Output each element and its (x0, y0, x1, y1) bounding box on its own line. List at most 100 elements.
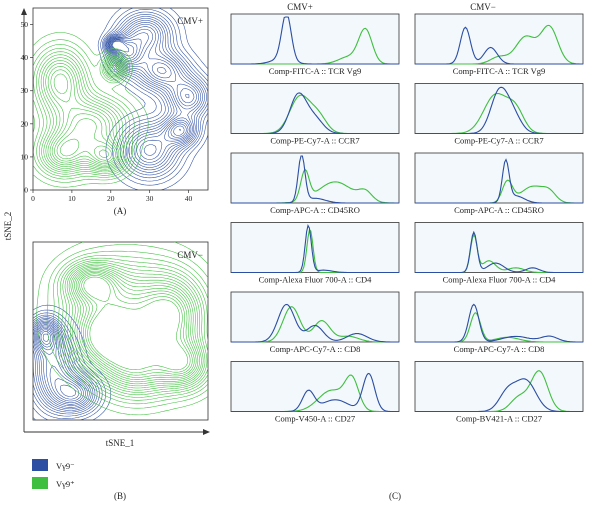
tsne-bottom-contour-vg9-pos-4 (59, 257, 208, 398)
tsne-top-contour-vg9-pos-0 (33, 32, 149, 188)
histogram-r2-cmv-pos-frame (230, 83, 400, 134)
tsne-plot-cmv-pos: CMV+ 01020304001020304050 (A) (21, 7, 209, 216)
tsne-bottom-contour-vg9-neg-9 (34, 323, 88, 407)
legend-swatch-vg9-neg (32, 459, 48, 471)
histogram-r3-cmv-neg-line-vg9-neg (415, 158, 583, 204)
histogram-r5-cmv-neg-line-vg9-neg (415, 303, 583, 343)
histogram-r4-cmv-neg-line-vg9-neg (415, 230, 583, 274)
tsne-bottom-contour-vg9-neg-6 (33, 319, 94, 411)
legend-swatch-vg9-pos (32, 477, 48, 489)
histogram-r3-cmv-pos-frame (230, 152, 400, 204)
tsne-bottom-contour-vg9-pos-5 (62, 260, 208, 396)
tsne-bottom-contour-vg9-pos-12 (75, 270, 197, 380)
tsne-x-tick-label: 40 (185, 194, 193, 203)
tsne-top-contour-vg9-pos-6 (40, 57, 125, 171)
tsne-top-contour-vg9-neg-15 (111, 40, 135, 57)
tsne-top-contour-vg9-pos-10 (50, 63, 119, 166)
histogram-r4-cmv-pos-label: Comp-Alexa Fluor 700-A :: CD4 (259, 275, 373, 285)
tsne-bottom-contour-vg9-neg-12 (37, 326, 82, 402)
tsne-bottom-group-label: CMV− (177, 250, 203, 260)
tsne-x-tick-label: 20 (107, 194, 115, 203)
histogram-r1-cmv-neg-line-vg9-neg (415, 26, 583, 65)
tsne-x-axis-arrow (203, 429, 210, 435)
tsne-bottom-contour-vg9-pos-2 (53, 250, 208, 405)
tsne-top-contour-vg9-pos-14 (98, 149, 109, 158)
histogram-r1-cmv-pos-label: Comp-FITC-A :: TCR Vg9 (269, 66, 362, 76)
histogram-r2-cmv-neg-frame (414, 83, 584, 134)
tsne-y-axis-title: tSNE_2 (3, 212, 13, 241)
tsne-bottom-contour-vg9-neg-11 (36, 325, 84, 404)
histogram-grid: Comp-FITC-A :: TCR Vg9 Comp-FITC-A :: TCR… (230, 13, 584, 424)
tsne-top-contour-vg9-pos-12 (56, 118, 115, 163)
tsne-bottom-contour-vg9-neg-14 (39, 329, 76, 397)
tsne-top-contour-vg9-pos-7 (43, 59, 123, 170)
histogram-r5-cmv-neg-frame (414, 291, 584, 343)
tsne-bottom-contour-vg9-pos-7 (66, 263, 206, 391)
histogram-r4-cmv-neg-frame (414, 222, 584, 273)
histogram-r2-cmv-pos-label: Comp-PE-Cy7-A :: CCR7 (270, 136, 359, 146)
tsne-x-tick-label: 0 (31, 194, 35, 203)
tsne-top-contour-vg9-pos-11 (53, 65, 118, 165)
histogram-panel: CMV+ CMV− Comp-FITC-A :: TCR Vg9 Comp-FIT… (230, 2, 584, 501)
tsne-bottom-contour-vg9-pos-0 (36, 242, 208, 416)
panel-b-label: (B) (114, 491, 126, 501)
tsne-bottom-contour-vg9-pos-14 (79, 273, 193, 376)
histogram-column-title-cmv-neg: CMV− (470, 2, 496, 12)
tsne-x-tick-label: 10 (68, 194, 76, 203)
tsne-top-contours (33, 8, 208, 190)
histogram-r4-cmv-pos-line-vg9-neg (231, 223, 399, 274)
histogram-r3-cmv-neg-label: Comp-APC-A :: CD45RO (454, 205, 544, 215)
tsne-bottom-contour-vg9-neg-15 (40, 331, 52, 345)
histogram-r5-cmv-neg-label: Comp-APC-Cy7-A :: CD8 (454, 344, 545, 354)
tsne-top-contour-vg9-pos-5 (38, 54, 126, 173)
tsne-x-axis-title: tSNE_1 (106, 438, 135, 448)
tsne-bottom-contour-vg9-pos-3 (56, 255, 208, 401)
histogram-r6-cmv-neg-label: Comp-BV421-A :: CD27 (456, 414, 542, 424)
histogram-r6-cmv-pos-frame (230, 361, 400, 412)
tsne-top-contour-vg9-pos-1 (33, 39, 141, 183)
histogram-r6-cmv-neg-line-vg9-neg (415, 378, 583, 413)
tsne-bottom-contour-vg9-pos-9 (70, 266, 202, 387)
histogram-r4-cmv-neg-label: Comp-Alexa Fluor 700-A :: CD4 (443, 275, 557, 285)
tsne-bottom-contour-vg9-neg-8 (33, 322, 90, 408)
tsne-panel: tSNE_2 CMV+ 01020304001020304050 (A) CMV… (3, 7, 210, 501)
histogram-r5-cmv-pos-label: Comp-APC-Cy7-A :: CD8 (270, 344, 361, 354)
histogram-r5-cmv-pos-line-vg9-neg (231, 303, 399, 343)
tsne-bottom-contours (33, 242, 208, 420)
tsne-bottom-contour-vg9-pos-13 (77, 272, 195, 378)
tsne-bottom-contour-vg9-pos-10 (72, 268, 200, 385)
panel-c-label: (C) (389, 491, 401, 501)
tsne-bottom-contour-vg9-pos-8 (68, 265, 204, 389)
histogram-r1-cmv-pos-frame (230, 13, 400, 65)
histogram-r2-cmv-neg-line-vg9-neg (415, 86, 583, 135)
legend-label-vg9-pos: Vγ9⁺ (56, 479, 75, 489)
histogram-r2-cmv-pos-line-vg9-neg (231, 92, 399, 135)
legend: Vγ9⁻ Vγ9⁺ (32, 459, 75, 489)
histogram-r1-cmv-pos-line-vg9-neg (231, 16, 399, 65)
panel-a-label: (A) (114, 206, 127, 216)
histogram-r6-cmv-neg-frame (414, 361, 584, 412)
tsne-bottom-contour-vg9-pos-16 (83, 276, 189, 371)
tsne-y-axis-arrow (21, 8, 27, 15)
tsne-bottom-contour-vg9-pos-6 (64, 261, 208, 393)
histogram-r2-cmv-neg-label: Comp-PE-Cy7-A :: CCR7 (454, 136, 543, 146)
tsne-bottom-contour-vg9-pos-11 (74, 269, 199, 383)
tsne-bottom-contour-vg9-neg-2 (33, 312, 103, 419)
tsne-top-contour-vg9-pos-8 (45, 60, 122, 169)
tsne-top-contour-vg9-neg-5 (105, 16, 207, 173)
tsne-y-tick-label: 0 (24, 186, 28, 195)
histogram-r3-cmv-pos-label: Comp-APC-A :: CD45RO (270, 205, 360, 215)
tsne-top-contour-vg9-neg-14 (110, 39, 181, 131)
legend-label-vg9-neg: Vγ9⁻ (56, 461, 75, 471)
histogram-r6-cmv-pos-label: Comp-V450-A :: CD27 (275, 414, 355, 424)
tsne-top-contour-vg9-neg-6 (105, 18, 205, 171)
histogram-r5-cmv-pos-frame (230, 291, 400, 343)
tsne-top-contour-vg9-pos-9 (47, 61, 121, 167)
tsne-plot-cmv-neg: CMV− (32, 241, 209, 421)
tsne-bottom-contour-vg9-neg-10 (35, 324, 86, 405)
histogram-r3-cmv-pos-line-vg9-neg (231, 155, 399, 204)
tsne-x-tick-label: 30 (146, 194, 154, 203)
histogram-r1-cmv-neg-label: Comp-FITC-A :: TCR Vg9 (453, 66, 546, 76)
tsne-bottom-contour-vg9-pos-1 (46, 244, 208, 409)
